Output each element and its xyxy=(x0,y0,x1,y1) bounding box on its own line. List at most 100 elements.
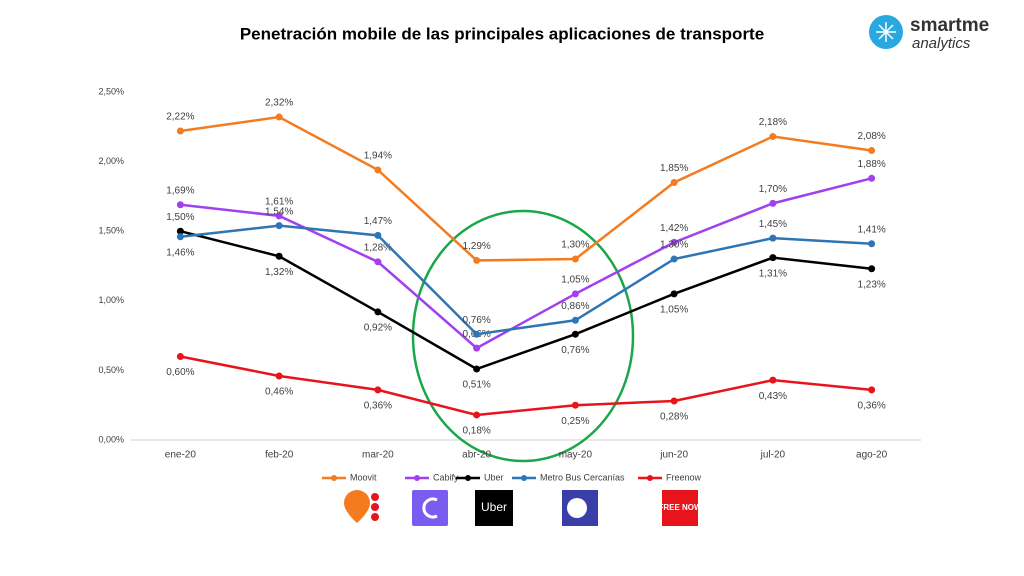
data-label: 2,32% xyxy=(265,98,293,109)
data-label: 1,69% xyxy=(166,185,194,196)
legend-marker xyxy=(414,475,420,481)
data-label: 1,47% xyxy=(364,216,392,227)
data-point xyxy=(868,265,876,273)
x-tick-label: ago-20 xyxy=(856,450,888,461)
data-label: 1,05% xyxy=(561,274,589,285)
uber-logo-text: Uber xyxy=(481,500,507,514)
data-point xyxy=(571,316,579,324)
data-point xyxy=(868,386,876,394)
data-label: 0,43% xyxy=(759,391,787,402)
data-point xyxy=(275,113,283,121)
y-tick-label: 0,50% xyxy=(98,365,124,375)
series-line xyxy=(180,224,872,336)
data-point xyxy=(769,254,777,262)
data-point xyxy=(275,222,283,230)
data-label: 1,31% xyxy=(759,268,787,279)
uber-logo xyxy=(475,490,513,526)
data-point xyxy=(571,401,579,409)
data-point xyxy=(473,256,481,264)
data-label: 0,46% xyxy=(265,387,293,398)
legend-label: Uber xyxy=(484,472,504,482)
x-tick-label: jun-20 xyxy=(659,450,688,461)
data-label: 0,92% xyxy=(364,323,392,334)
data-point xyxy=(670,255,678,263)
legend-marker xyxy=(331,475,337,481)
data-label: 1,61% xyxy=(265,197,293,208)
data-point xyxy=(769,133,777,141)
data-point xyxy=(374,166,382,174)
legend-label: Freenow xyxy=(666,472,702,482)
data-label: 1,85% xyxy=(660,163,688,174)
data-point xyxy=(670,290,678,298)
metro-logo-mark xyxy=(567,498,587,518)
series-line xyxy=(180,355,872,417)
data-label: 0,51% xyxy=(462,380,490,391)
series-line xyxy=(180,177,872,350)
data-label: 1,42% xyxy=(660,223,688,234)
data-label: 1,30% xyxy=(660,240,688,251)
legend-label: Moovit xyxy=(350,472,377,482)
data-label: 1,70% xyxy=(759,184,787,195)
moovit-logo-dot xyxy=(371,493,379,501)
x-tick-label: may-20 xyxy=(559,450,593,461)
cabify-logo xyxy=(412,490,448,526)
data-label: 0,36% xyxy=(364,401,392,412)
data-point xyxy=(670,397,678,405)
legend-marker xyxy=(647,475,653,481)
data-label: 2,18% xyxy=(759,117,787,128)
moovit-logo-dot xyxy=(371,513,379,521)
data-point xyxy=(473,344,481,352)
y-tick-label: 2,50% xyxy=(98,86,124,96)
data-point xyxy=(571,330,579,338)
data-point xyxy=(473,411,481,419)
data-point xyxy=(374,231,382,239)
data-label: 1,45% xyxy=(759,219,787,230)
data-point xyxy=(473,330,481,338)
data-point xyxy=(176,233,184,241)
data-label: 2,08% xyxy=(857,131,885,142)
data-point xyxy=(769,376,777,384)
chart-title: Penetración mobile de las principales ap… xyxy=(240,24,764,43)
moovit-logo xyxy=(344,490,370,523)
data-label: 1,41% xyxy=(857,224,885,235)
freenow-logo-text: FREE NOW xyxy=(658,503,702,512)
data-label: 1,32% xyxy=(265,267,293,278)
highlight-ellipse xyxy=(411,209,635,463)
moovit-logo-dot xyxy=(371,503,379,511)
y-tick-label: 1,50% xyxy=(98,226,124,236)
data-point xyxy=(868,174,876,182)
data-point xyxy=(176,127,184,135)
brand-name: smartme xyxy=(910,15,989,36)
data-point xyxy=(374,308,382,316)
data-label: 1,88% xyxy=(857,159,885,170)
data-label: 1,30% xyxy=(561,240,589,251)
y-tick-label: 2,00% xyxy=(98,156,124,166)
x-tick-label: jul-20 xyxy=(760,450,786,461)
data-label: 1,28% xyxy=(364,242,392,253)
x-tick-label: feb-20 xyxy=(265,450,294,461)
data-label: 0,60% xyxy=(166,367,194,378)
data-point xyxy=(275,252,283,260)
freenow-logo xyxy=(662,490,698,526)
data-point xyxy=(571,255,579,263)
data-label: 0,86% xyxy=(561,301,589,312)
data-point xyxy=(769,234,777,242)
x-tick-label: ene-20 xyxy=(165,450,197,461)
data-label: 0,25% xyxy=(561,416,589,427)
data-point xyxy=(670,238,678,246)
x-tick-label: abr-20 xyxy=(462,450,491,461)
x-tick-label: mar-20 xyxy=(362,450,394,461)
data-label: 1,50% xyxy=(166,212,194,223)
data-point xyxy=(275,212,283,220)
data-point xyxy=(275,372,283,380)
legend-marker xyxy=(521,475,527,481)
series-line xyxy=(180,115,872,262)
data-point xyxy=(176,227,184,235)
data-point xyxy=(374,258,382,266)
app-logos: Uber FREE NOW xyxy=(344,490,702,526)
data-point xyxy=(769,199,777,207)
data-label: 1,05% xyxy=(660,304,688,315)
data-label: 1,29% xyxy=(462,241,490,252)
data-point xyxy=(868,240,876,248)
y-tick-label: 0,00% xyxy=(98,434,124,444)
